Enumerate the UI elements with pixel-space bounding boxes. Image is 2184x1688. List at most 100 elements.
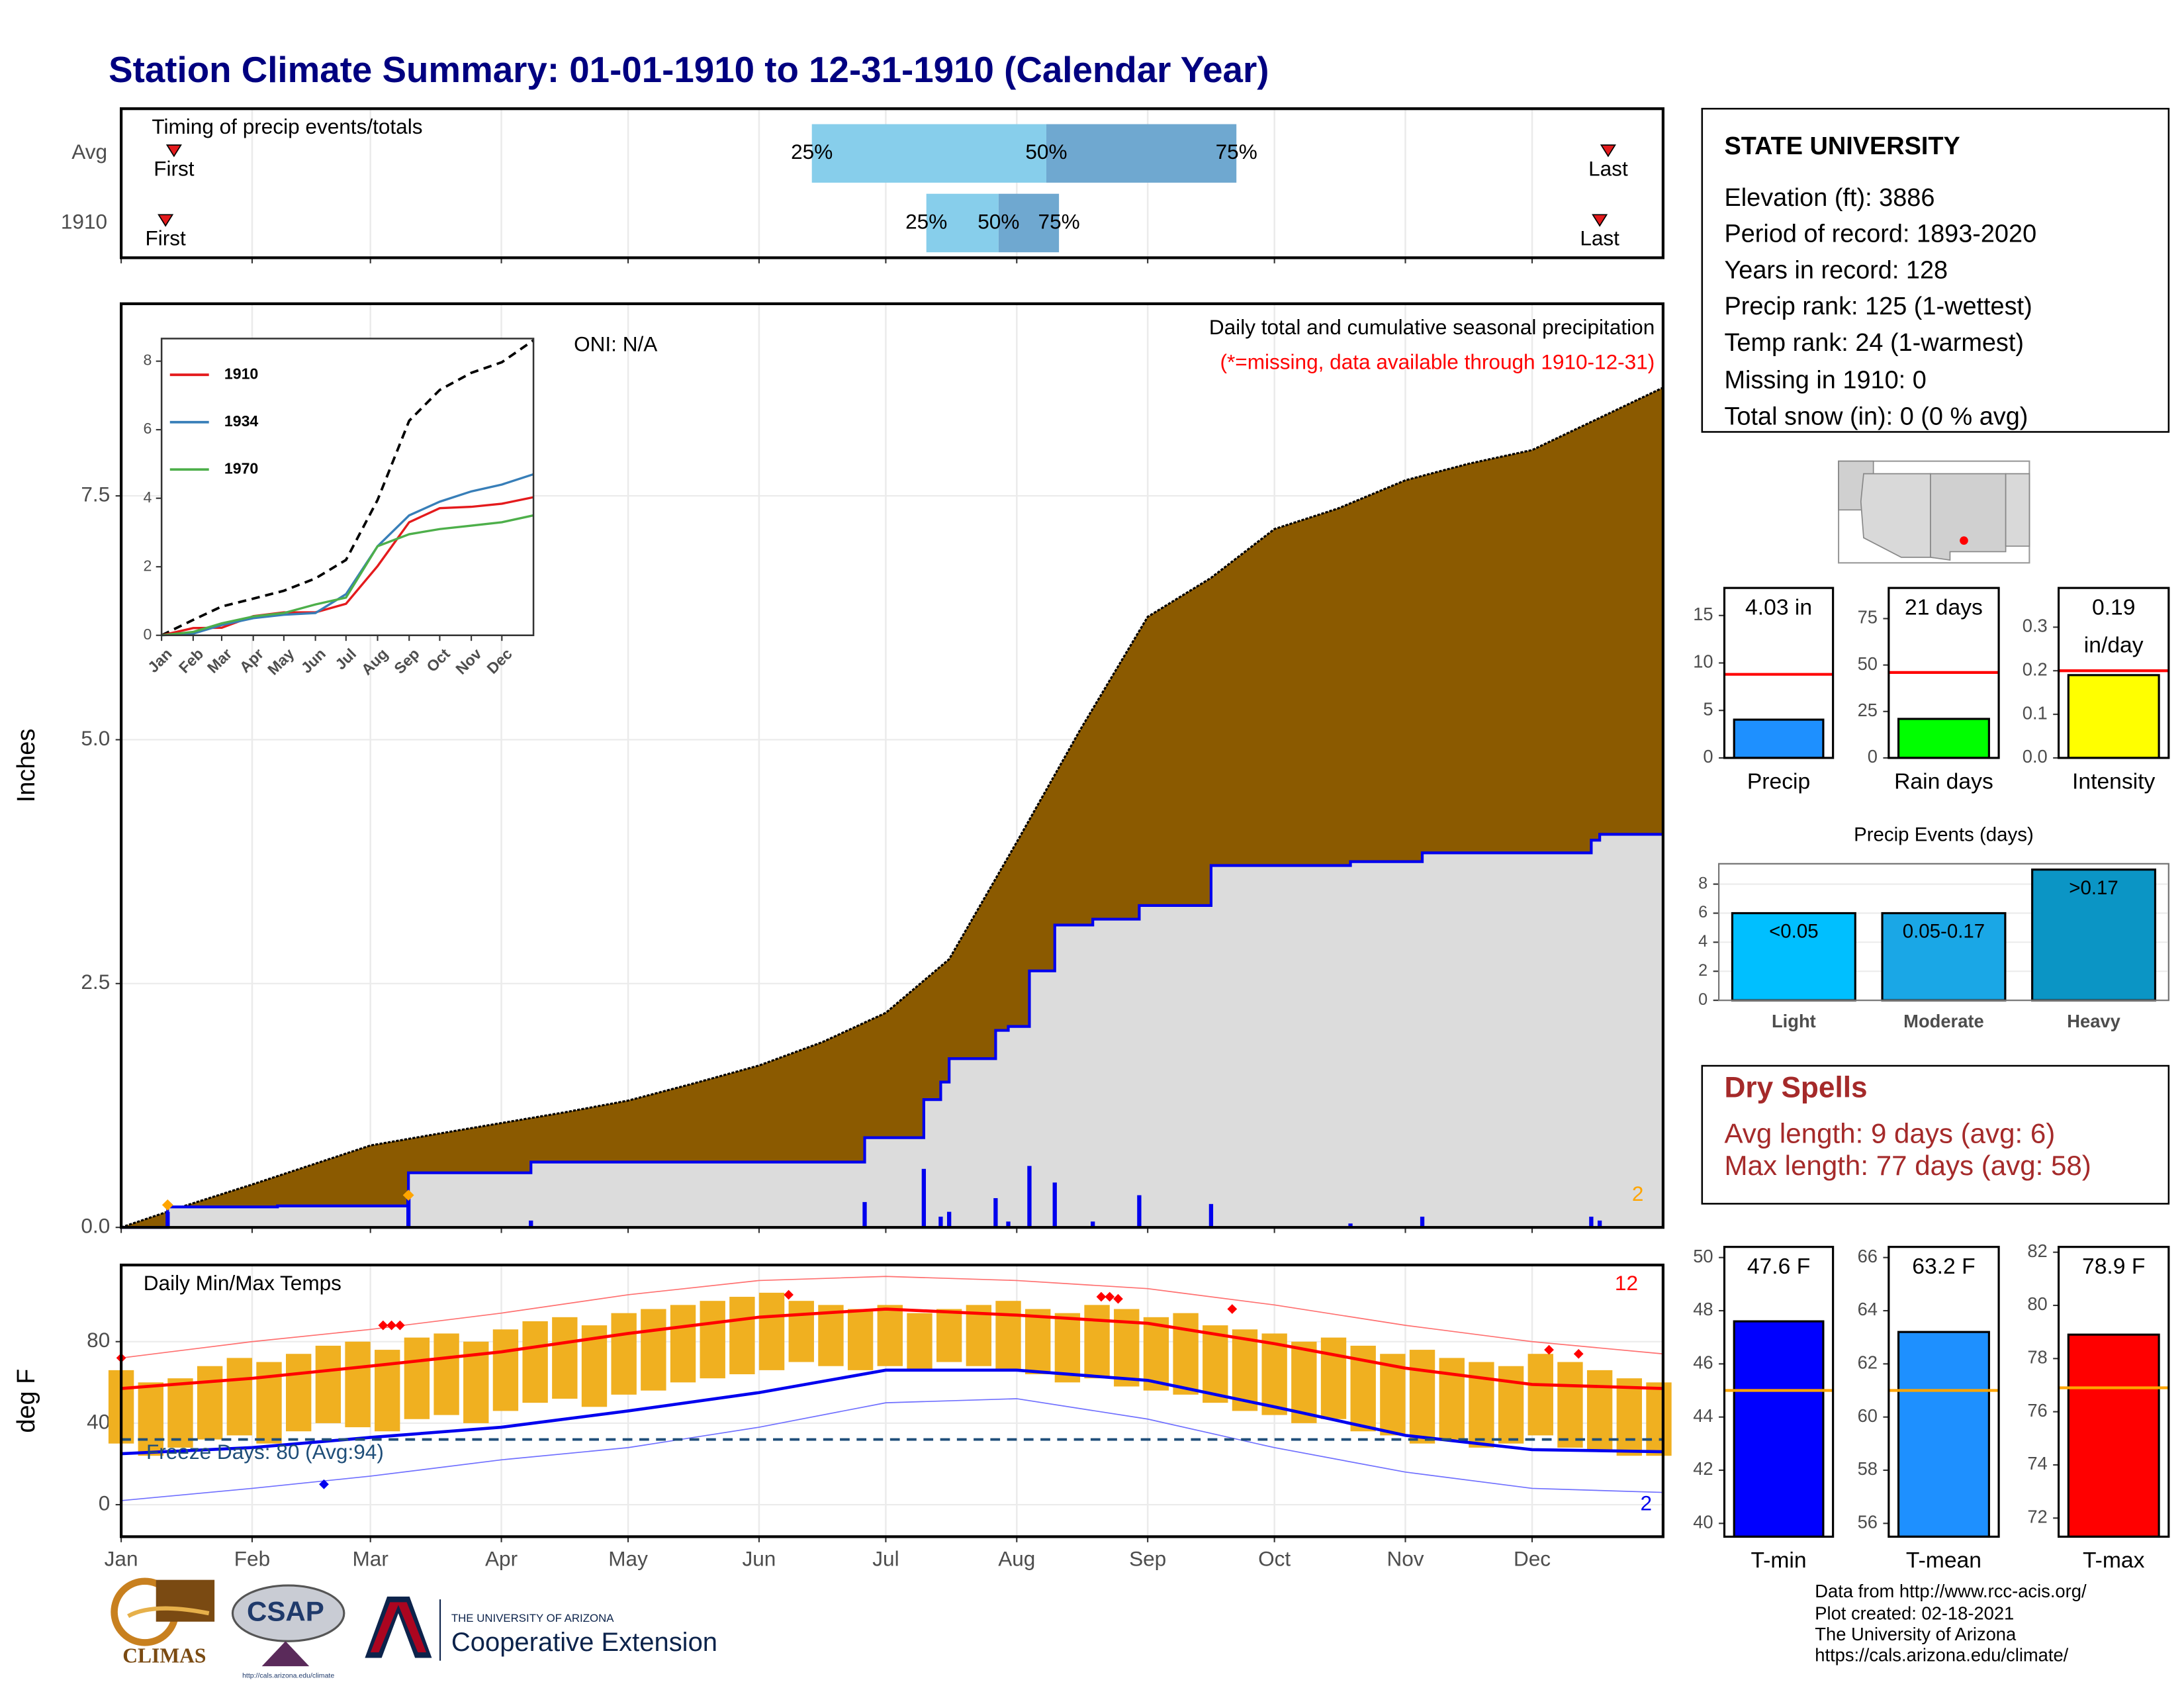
y-tick-label: 0.1 <box>2023 702 2048 723</box>
y-tick-label: 0 <box>1868 746 1878 767</box>
daily-temp-bar <box>758 1292 785 1370</box>
y-axis-label: deg F <box>13 1369 40 1433</box>
daily-temp-bar <box>1025 1309 1051 1375</box>
record-count: 2 <box>1640 1491 1652 1515</box>
daily-temp-bar <box>1054 1313 1081 1383</box>
y-tick-label: 74 <box>2027 1453 2047 1474</box>
credit-line: The University of Arizona <box>1815 1624 2017 1644</box>
daily-temp-bar <box>433 1333 459 1415</box>
daily-temp-bar <box>315 1345 341 1423</box>
y-tick-label: 0 <box>144 626 152 643</box>
daily-temp-bar <box>1261 1333 1287 1415</box>
y-tick-label: 56 <box>1858 1512 1878 1532</box>
y-tick-label: 0.3 <box>2023 616 2048 636</box>
logo-shape <box>127 1606 210 1618</box>
ua-logo: THE UNIVERSITY OF ARIZONA Cooperative Ex… <box>365 1596 717 1661</box>
daily-temp-bar <box>670 1305 696 1383</box>
daily-precip-bar <box>1091 1221 1095 1228</box>
x-tick-label: Feb <box>234 1547 270 1571</box>
y-tick-label: 15 <box>1693 604 1713 624</box>
daily-precip-bar <box>1006 1221 1011 1228</box>
dry-spells-line: Avg length: 9 days (avg: 6) <box>1724 1117 2055 1149</box>
legend-label: 1910 <box>224 365 258 382</box>
y-tick-label: 6 <box>1698 903 1707 921</box>
daily-precip-bar <box>406 1194 411 1228</box>
daily-temp-bar <box>1498 1366 1524 1444</box>
record-marker <box>1544 1344 1554 1355</box>
daily-temp-bar <box>286 1354 312 1432</box>
chart-title: Daily total and cumulative seasonal prec… <box>1209 315 1655 339</box>
y-tick-label: 8 <box>1698 874 1707 892</box>
record-max-line <box>120 1276 1663 1359</box>
daily-precip-bar <box>1589 1216 1594 1228</box>
record-marker <box>378 1320 388 1331</box>
y-tick-label: 0.0 <box>81 1214 110 1238</box>
x-tick-label: Dec <box>1514 1547 1551 1571</box>
station-line: Period of record: 1893-2020 <box>1724 220 2036 248</box>
y-tick-label: 50 <box>1858 653 1878 674</box>
series-line <box>161 473 534 637</box>
y-tick-label: 0.0 <box>2023 746 2048 767</box>
daily-precip-bar <box>1597 1220 1602 1228</box>
quantile-label: 75% <box>1038 209 1080 233</box>
y-tick-label: 46 <box>1693 1352 1713 1373</box>
timing-marker-label: Last <box>1588 156 1628 180</box>
quartile-bar <box>1046 124 1237 183</box>
timing-marker <box>1592 214 1608 227</box>
y-tick-label: 0.2 <box>2023 659 2048 679</box>
annotation: ONI: N/A <box>574 332 657 355</box>
daily-temp-bar <box>907 1313 933 1370</box>
daily-temp-bar <box>1320 1337 1347 1419</box>
daily-precip-bar <box>529 1220 533 1228</box>
record-count: 12 <box>1615 1271 1638 1295</box>
station-line: Temp rank: 24 (1-warmest) <box>1724 329 2024 357</box>
y-tick-label: 2 <box>1698 961 1707 980</box>
x-tick-label: Apr <box>485 1547 518 1571</box>
y-tick-label: 58 <box>1858 1458 1878 1479</box>
daily-temp-bar <box>1527 1354 1553 1436</box>
y-tick-label: 2 <box>144 557 152 574</box>
quantile-label: 50% <box>1025 140 1067 164</box>
logo-text: CLIMAS <box>122 1644 206 1667</box>
daily-precip-bar <box>1420 1216 1425 1228</box>
logo-shape <box>261 1641 310 1667</box>
daily-precip-bar <box>947 1211 952 1228</box>
daily-temp-bar <box>1203 1325 1228 1403</box>
station-line: Elevation (ft): 3886 <box>1724 184 1934 212</box>
quartile-bar <box>998 193 1060 253</box>
locator-map <box>1838 460 2030 564</box>
bar <box>1897 718 1990 759</box>
threshold-label: >0.17 <box>2069 877 2118 899</box>
quantile-label: 75% <box>1216 140 1257 164</box>
category-label: T-max <box>2083 1548 2145 1573</box>
daily-temp-bar <box>1409 1350 1435 1444</box>
row-label: Avg <box>71 140 107 164</box>
plot-border <box>2058 586 2170 759</box>
value-label: 47.6 F <box>1747 1254 1810 1279</box>
logo-text: THE UNIVERSITY OF ARIZONA <box>451 1612 614 1624</box>
observed-line <box>121 833 1663 1229</box>
station-location <box>1960 536 1968 545</box>
legend-label: 1970 <box>224 459 258 477</box>
record-marker <box>319 1479 329 1489</box>
daily-precip-bar <box>938 1216 943 1228</box>
daily-precip-bar <box>862 1201 867 1228</box>
daily-temp-bar <box>1439 1358 1465 1440</box>
y-tick-label: 48 <box>1693 1299 1713 1319</box>
daily-temp-bar <box>788 1301 814 1362</box>
y-tick-label: 60 <box>1858 1405 1878 1426</box>
chart-subtitle: (*=missing, data available through 1910-… <box>1220 350 1655 374</box>
station-line: Precip rank: 125 (1-wettest) <box>1724 293 2032 320</box>
daily-temp-bar <box>1469 1362 1494 1448</box>
y-tick-label: 42 <box>1693 1458 1713 1479</box>
unit-label: in/day <box>2084 633 2144 657</box>
value-label: 4.03 in <box>1745 596 1812 620</box>
logo-text: CSAP <box>247 1595 324 1626</box>
timing-marker <box>1600 144 1616 158</box>
bar <box>1733 1320 1825 1538</box>
series-line <box>161 514 534 637</box>
quartile-bar <box>926 193 999 253</box>
daily-temp-bar <box>226 1358 253 1436</box>
row-label: 1910 <box>61 209 107 233</box>
